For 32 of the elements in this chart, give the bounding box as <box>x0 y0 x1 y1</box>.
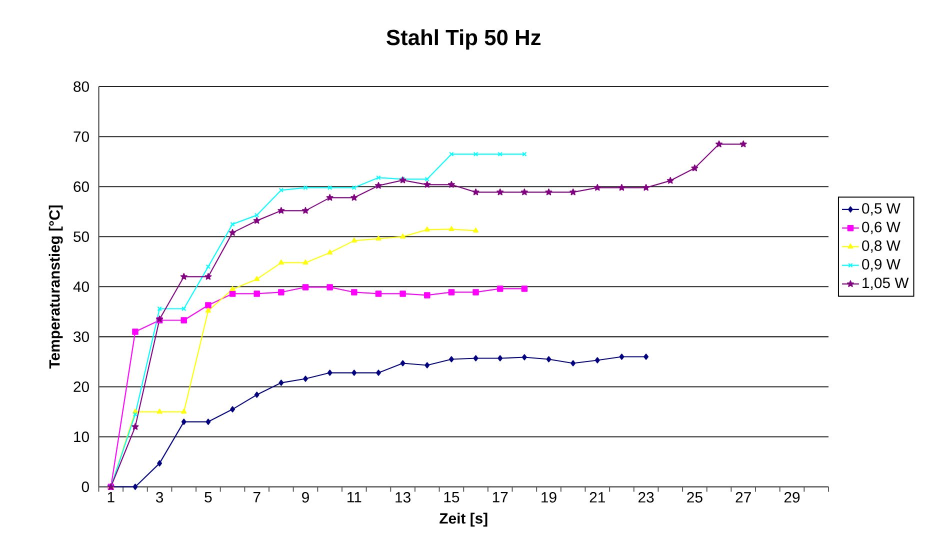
chart-title: Stahl Tip 50 Hz <box>386 29 541 50</box>
y-tick-label: 40 <box>73 282 89 292</box>
x-tick-label: 7 <box>253 492 260 503</box>
x-tick-label: 21 <box>590 492 605 503</box>
y-tick-label: 70 <box>74 132 89 142</box>
y-tick-label: 60 <box>74 182 89 192</box>
y-tick-label: 30 <box>74 332 89 342</box>
y-tick-label: 80 <box>74 82 89 92</box>
x-tick-label: 19 <box>542 492 556 503</box>
x-tick-label: 23 <box>638 492 654 503</box>
x-tick-label: 9 <box>302 492 309 503</box>
legend-label: 1,05 W <box>862 278 909 290</box>
x-tick-label: 27 <box>736 492 751 503</box>
x-axis-title: Zeit [s] <box>440 512 488 527</box>
y-tick-label: 0 <box>82 482 89 492</box>
legend-label: 0,5 W <box>862 203 900 216</box>
x-tick-label: 29 <box>784 492 800 503</box>
legend-label: 0,6 W <box>862 222 900 234</box>
x-tick-label: 3 <box>156 492 164 503</box>
y-tick-label: 50 <box>74 232 89 242</box>
y-tick-label: 10 <box>74 432 89 442</box>
legend-label: 0,9 W <box>862 259 900 272</box>
y-axis-title: Temperaturanstieg [°C] <box>48 206 63 369</box>
x-tick-label: 25 <box>687 492 702 503</box>
x-tick-label: 11 <box>348 492 362 503</box>
legend-label: 0,8 W <box>862 240 900 253</box>
x-tick-label: 15 <box>444 492 460 503</box>
x-tick-label: 1 <box>108 492 114 503</box>
y-tick-label: 20 <box>74 382 89 392</box>
x-tick-label: 5 <box>204 492 212 503</box>
x-tick-label: 17 <box>492 492 508 503</box>
x-tick-label: 13 <box>396 492 410 503</box>
